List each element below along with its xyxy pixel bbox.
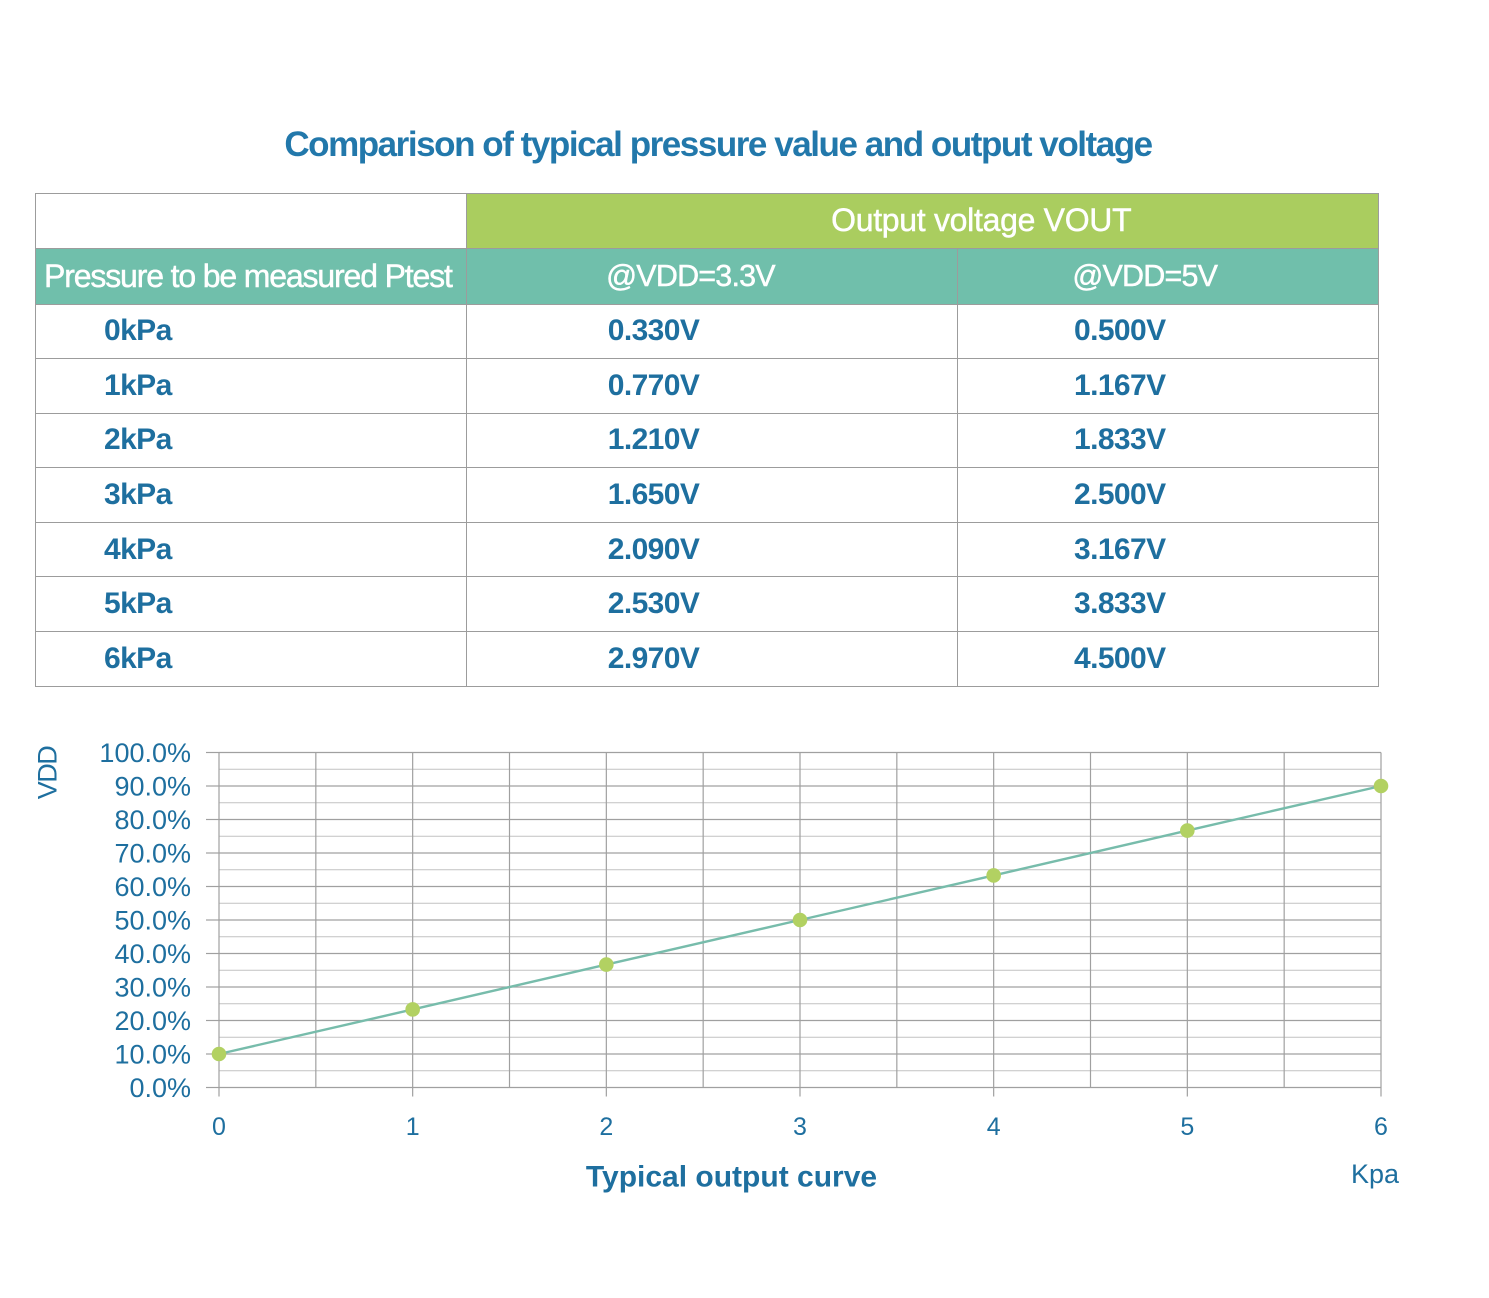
svg-text:0.0%: 0.0% bbox=[129, 1073, 191, 1103]
svg-text:3: 3 bbox=[793, 1113, 807, 1141]
svg-text:1: 1 bbox=[406, 1113, 420, 1141]
svg-text:70.0%: 70.0% bbox=[114, 838, 191, 868]
svg-text:4: 4 bbox=[987, 1113, 1001, 1141]
svg-text:80.0%: 80.0% bbox=[114, 805, 191, 835]
svg-text:30.0%: 30.0% bbox=[114, 972, 191, 1002]
svg-text:100.0%: 100.0% bbox=[99, 738, 191, 768]
svg-text:6: 6 bbox=[1374, 1113, 1388, 1141]
svg-text:10.0%: 10.0% bbox=[114, 1039, 191, 1069]
svg-text:60.0%: 60.0% bbox=[114, 872, 191, 902]
svg-text:90.0%: 90.0% bbox=[114, 771, 191, 801]
svg-text:0: 0 bbox=[212, 1113, 226, 1141]
svg-text:40.0%: 40.0% bbox=[114, 939, 191, 969]
svg-text:20.0%: 20.0% bbox=[114, 1006, 191, 1036]
svg-text:5: 5 bbox=[1180, 1113, 1194, 1141]
svg-text:Kpa: Kpa bbox=[1351, 1159, 1400, 1189]
svg-text:50.0%: 50.0% bbox=[114, 905, 191, 935]
svg-text:Typical output curve: Typical output curve bbox=[586, 1161, 877, 1194]
svg-text:2: 2 bbox=[599, 1113, 613, 1141]
svg-text:VDD: VDD bbox=[33, 746, 63, 800]
